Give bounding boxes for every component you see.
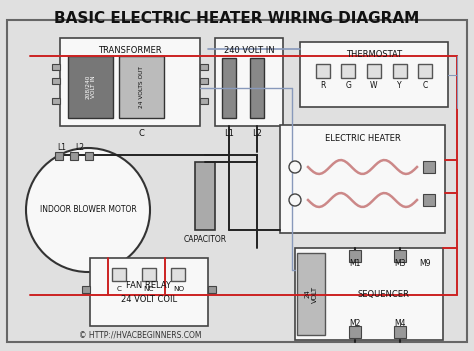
Bar (30, 28, 295, 140)
Text: L1: L1 (224, 130, 234, 139)
Bar (394, 250, 406, 262)
Text: NO: NO (173, 286, 184, 292)
Text: G: G (346, 81, 351, 91)
Bar (195, 162, 215, 230)
Bar (250, 58, 264, 118)
Bar (367, 64, 381, 78)
Bar (200, 64, 208, 70)
Text: ELECTRIC HEATER: ELECTRIC HEATER (325, 134, 401, 143)
Text: INDOOR BLOWER MOTOR: INDOOR BLOWER MOTOR (40, 205, 137, 214)
Bar (423, 161, 435, 173)
Text: R: R (320, 81, 326, 91)
Bar (200, 78, 208, 84)
Text: Y: Y (397, 81, 402, 91)
Bar (349, 250, 361, 262)
Text: CAPACITOR: CAPACITOR (183, 234, 227, 244)
Bar (316, 64, 330, 78)
Bar (292, 32, 457, 117)
Text: TRANSFORMER: TRANSFORMER (98, 46, 162, 55)
Bar (85, 152, 93, 160)
Text: SEQUENCER: SEQUENCER (357, 290, 409, 298)
Bar (52, 64, 60, 70)
Text: M3: M3 (394, 259, 406, 269)
Text: M4: M4 (394, 319, 406, 329)
Bar (222, 58, 236, 118)
Bar (200, 98, 208, 104)
Text: C: C (138, 128, 145, 138)
Text: © HTTP://HVACBEGINNERS.COM: © HTTP://HVACBEGINNERS.COM (79, 331, 201, 339)
Circle shape (289, 194, 301, 206)
Text: 24
VOLT: 24 VOLT (304, 285, 318, 303)
Bar (418, 64, 432, 78)
Bar (60, 38, 200, 126)
Text: 24 VOLT COIL: 24 VOLT COIL (121, 294, 177, 304)
Circle shape (26, 148, 150, 272)
Bar (172, 268, 185, 281)
Bar (55, 152, 63, 160)
Bar (208, 286, 216, 293)
Bar (300, 42, 448, 107)
Text: 208/240
VOLT IN: 208/240 VOLT IN (85, 75, 96, 99)
Bar (112, 268, 127, 281)
Bar (295, 248, 443, 340)
Bar (341, 64, 356, 78)
Text: THERMOSTAT: THERMOSTAT (346, 50, 402, 59)
Text: BASIC ELECTRIC HEATER WIRING DIAGRAM: BASIC ELECTRIC HEATER WIRING DIAGRAM (55, 11, 419, 26)
Text: L2: L2 (252, 130, 262, 139)
Text: L1: L1 (57, 144, 66, 152)
Text: M1: M1 (349, 259, 361, 269)
Bar (70, 152, 78, 160)
Bar (215, 38, 283, 126)
Bar (52, 98, 60, 104)
Text: FAN RELAY: FAN RELAY (127, 282, 172, 291)
Bar (297, 253, 325, 335)
Text: M2: M2 (349, 319, 361, 329)
Text: 240 VOLT IN: 240 VOLT IN (224, 46, 274, 55)
Bar (142, 268, 156, 281)
Bar (280, 125, 445, 233)
Text: C: C (117, 286, 122, 292)
Bar (90, 258, 208, 326)
Bar (423, 194, 435, 206)
Bar (52, 78, 60, 84)
Text: M9: M9 (419, 259, 431, 269)
Text: 24 VOLTS OUT: 24 VOLTS OUT (139, 66, 144, 108)
Bar (82, 286, 90, 293)
Bar (349, 326, 361, 338)
Circle shape (289, 161, 301, 173)
Text: C: C (423, 81, 428, 91)
Text: W: W (370, 81, 378, 91)
Bar (119, 56, 164, 118)
Text: NC: NC (144, 286, 154, 292)
Bar (394, 326, 406, 338)
Bar (392, 64, 407, 78)
Bar (68, 56, 113, 118)
Text: L2: L2 (75, 144, 84, 152)
